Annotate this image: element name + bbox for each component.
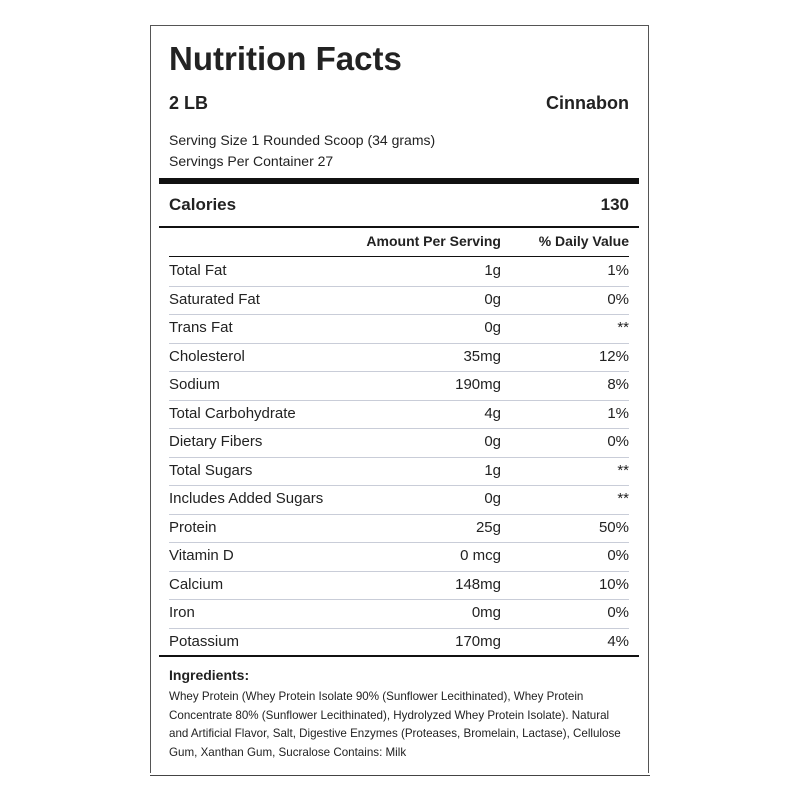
daily-value: 8% [607,376,629,393]
row-separator [169,285,629,287]
nutrient-row: Potassium 170mg 4% [169,628,629,656]
row-separator [169,542,629,543]
nutrient-row: Total Sugars 1g ** [169,457,629,485]
row-separator [169,513,629,515]
size: 2 LB [169,93,209,113]
nutrient-row: Cholesterol 35mg 12% [169,343,629,371]
nutrient-name: Cholesterol [169,347,245,365]
daily-value: 0% [607,547,629,564]
nutrient-amount: 35mg [463,347,501,365]
row-separator [169,371,629,372]
daily-value: 10% [598,575,629,593]
nutrient-name: Trans Fat [169,319,233,336]
nutrient-amount: 0 mcg [460,547,501,564]
nutrient-row: Vitamin D 0 mcg 0% [169,542,629,570]
nutrient-amount: 0g [484,319,501,336]
row-separator [169,599,629,600]
daily-value: 1% [607,262,629,279]
daily-value: 4% [607,632,629,650]
daily-value: ** [617,319,629,336]
thick-rule [159,178,639,184]
nutrient-name: Protein [169,518,217,536]
daily-value: 1% [607,404,629,422]
nutrition-label: Nutrition Facts 2 LB Cinnabon Serving Si… [150,25,649,773]
nutrient-amount: 0g [484,290,501,308]
nutrient-row: Total Fat 1g 1% [169,257,629,285]
nutrient-name: Iron [169,604,195,621]
nutrient-amount: 1g [484,461,501,479]
nutrient-name: Saturated Fat [169,290,260,308]
nutrient-amount: 0g [484,433,501,450]
nutrient-name: Dietary Fibers [169,433,263,450]
row-separator [169,570,629,572]
row-separator [169,399,629,401]
ingredients-title: Ingredients: [169,667,250,683]
nutrient-name: Calcium [169,575,224,593]
nutrient-row: Saturated Fat 0g 0% [169,286,629,314]
row-separator [169,485,629,486]
nutrient-amount: 0g [484,490,501,507]
nutrient-name: Includes Added Sugars [169,490,324,507]
daily-value: ** [617,490,629,507]
daily-value: 50% [598,518,629,536]
daily-value: 0% [607,290,629,308]
row-separator [169,428,629,429]
nutrient-row: Calcium 148mg 10% [169,571,629,599]
nutrient-amount: 170mg [455,632,501,650]
nutrient-amount: 0mg [471,604,501,621]
nutrient-amount: 25g [475,518,501,536]
daily-value: 0% [607,604,629,621]
ingredients-text: Whey Protein (Whey Protein Isolate 90% (… [169,690,621,759]
daily-value: 0% [607,433,629,450]
nutrient-name: Total Fat [169,262,227,279]
serving-size: Serving Size 1 Rounded Scoop (34 grams) [169,132,436,148]
nutrient-row: Protein 25g 50% [169,514,629,542]
title: Nutrition Facts [169,40,402,77]
rule [159,655,639,657]
calories-label: Calories [169,195,237,214]
nutrient-row: Dietary Fibers 0g 0% [169,428,629,456]
servings-per-container: Servings Per Container 27 [169,153,334,169]
row-separator [169,456,629,458]
nutrient-name: Vitamin D [169,547,234,564]
column-header: Amount Per Serving [366,233,501,249]
nutrient-row: Sodium 190mg 8% [169,371,629,399]
rule [169,256,629,257]
calories-value: 130 [600,195,629,214]
nutrient-row: Total Carbohydrate 4g 1% [169,400,629,428]
nutrient-name: Sodium [169,376,220,393]
nutrient-row: Iron 0mg 0% [169,599,629,627]
column-header: % Daily Value [538,233,629,249]
bottom-rule [150,775,650,776]
nutrient-amount: 148mg [455,575,501,593]
nutrient-amount: 4g [484,404,501,422]
nutrient-name: Potassium [169,632,240,650]
row-separator [169,627,629,629]
nutrient-name: Total Sugars [169,461,253,479]
nutrient-amount: 190mg [455,376,501,393]
daily-value: ** [617,461,629,479]
rule [159,226,639,228]
row-separator [169,342,629,344]
nutrient-row: Includes Added Sugars 0g ** [169,485,629,513]
row-separator [169,314,629,315]
nutrient-name: Total Carbohydrate [169,404,296,422]
nutrient-row: Trans Fat 0g ** [169,314,629,342]
nutrient-amount: 1g [484,262,501,279]
daily-value: 12% [598,347,629,365]
flavor: Cinnabon [546,93,629,113]
